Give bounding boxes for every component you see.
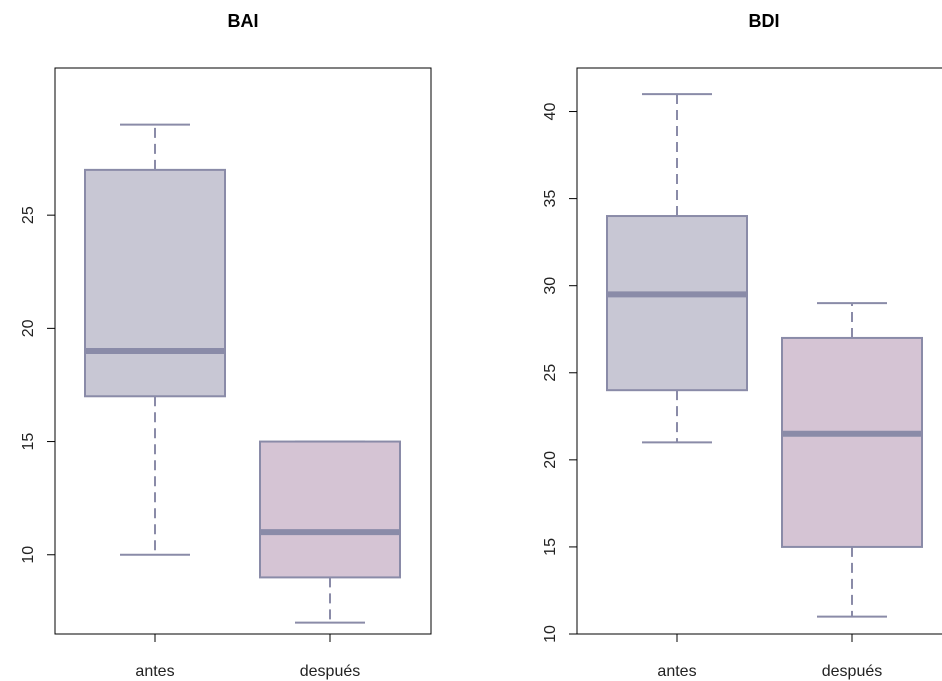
box-iqr [606, 215, 748, 392]
y-tick-label: 25 [20, 206, 37, 224]
box-después [259, 440, 401, 624]
chart-panel-bdi: BDI 10 15 20 25 30 35 40 antes después [542, 11, 942, 680]
x-tick-label: después [300, 663, 361, 680]
box-iqr [781, 336, 923, 548]
y-tick-label: 40 [542, 103, 559, 121]
x-tick-label: antes [135, 663, 174, 680]
y-tick-label: 15 [542, 538, 559, 556]
box-antes [84, 123, 226, 556]
plot-frame [54, 67, 432, 635]
y-tick-label: 10 [20, 546, 37, 564]
y-tick-label: 25 [542, 364, 559, 382]
y-axis: 10 15 20 25 30 35 40 [542, 103, 577, 643]
x-tick-label: antes [657, 663, 696, 680]
box-iqr [259, 440, 401, 579]
boxes [606, 93, 923, 618]
y-tick-label: 20 [20, 319, 37, 337]
y-tick-label: 10 [542, 625, 559, 643]
chart-title: BDI [749, 11, 780, 31]
box-antes [606, 93, 748, 444]
y-tick-label: 20 [542, 451, 559, 469]
box-iqr [84, 168, 226, 398]
y-tick-label: 15 [20, 433, 37, 451]
x-axis: antes después [657, 634, 882, 680]
plot-frame [576, 67, 942, 635]
y-tick-label: 30 [542, 277, 559, 295]
y-axis: 10 15 20 25 [20, 206, 55, 564]
boxes [84, 123, 401, 624]
x-tick-label: después [822, 663, 883, 680]
box-después [781, 302, 923, 618]
y-tick-label: 35 [542, 190, 559, 208]
chart-title: BAI [228, 11, 259, 31]
x-axis: antes después [135, 634, 360, 680]
chart-panel-bai: BAI 10 15 20 25 antes después [20, 11, 432, 680]
